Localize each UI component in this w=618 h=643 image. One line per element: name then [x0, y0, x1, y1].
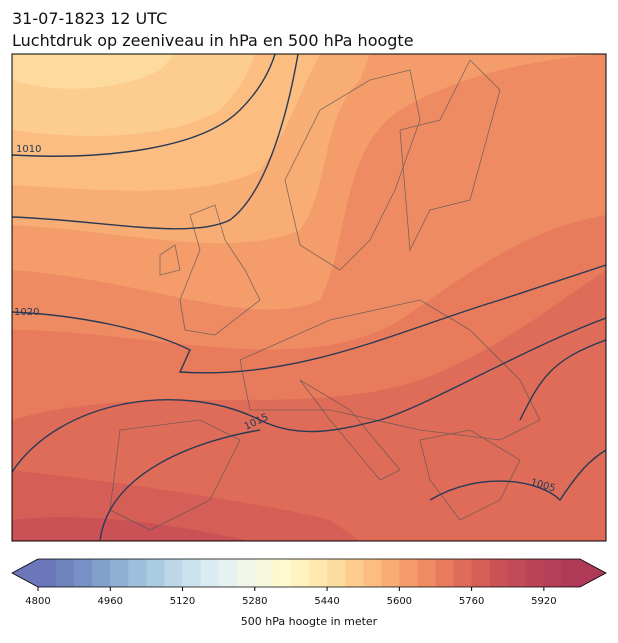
colorbar-tick-label: 5920	[531, 596, 556, 607]
colorbar-segment	[489, 559, 509, 587]
contour-label: 1010	[16, 144, 41, 155]
contour-label: 1020	[14, 307, 39, 318]
colorbar-segment	[272, 559, 292, 587]
colorbar-tick-label: 5760	[459, 596, 484, 607]
colorbar-tick-label: 5440	[314, 596, 339, 607]
colorbar-segment	[74, 559, 93, 587]
colorbar-segment	[327, 559, 346, 587]
colorbar-segment	[92, 559, 111, 587]
colorbar-segment	[110, 559, 129, 587]
colorbar-tick-label: 4800	[25, 596, 50, 607]
colorbar-segment	[309, 559, 328, 587]
colorbar-segment	[561, 559, 581, 587]
colorbar-segment	[56, 559, 75, 587]
colorbar-segment	[182, 559, 202, 587]
colorbar-label: 500 hPa hoogte in meter	[241, 615, 378, 628]
colorbar-segment	[345, 559, 364, 587]
subtitle: Luchtdruk op zeeniveau in hPa en 500 hPa…	[12, 31, 414, 50]
band	[12, 54, 175, 89]
map: 1010 1020 1015 1005	[12, 54, 606, 541]
colorbar-extend	[580, 559, 606, 587]
colorbar-segment	[38, 559, 57, 587]
colorbar-tick-label: 5280	[242, 596, 267, 607]
colorbar-segment	[128, 559, 147, 587]
title: 31-07-1823 12 UTC	[12, 9, 167, 28]
colorbar-segment	[363, 559, 382, 587]
colorbar-segment	[435, 559, 455, 587]
colorbar-segment	[164, 559, 184, 587]
colorbar-segment	[290, 559, 310, 587]
colorbar-segment	[218, 559, 238, 587]
colorbar-segment	[146, 559, 165, 587]
colorbar-segment	[525, 559, 545, 587]
colorbar-segment	[417, 559, 436, 587]
band	[12, 517, 250, 541]
colorbar-segment	[507, 559, 527, 587]
colorbar-tick-label: 5120	[170, 596, 195, 607]
colorbar-segment	[236, 559, 256, 587]
colorbar-segment	[254, 559, 274, 587]
colorbar-segment	[453, 559, 473, 587]
map-frame	[11, 53, 607, 542]
colorbar-segment	[471, 559, 491, 587]
colorbar-segment	[381, 559, 400, 587]
colorbar-extend	[12, 559, 38, 587]
colorbar-tick-label: 4960	[98, 596, 123, 607]
colorbar-segment	[543, 559, 563, 587]
colorbar-tick-label: 5600	[387, 596, 412, 607]
colorbar: 4800 4960 5120 5280 5440 5600 5760 5920	[11, 558, 607, 607]
colorbar-segment	[200, 559, 220, 587]
colorbar-outline	[11, 558, 607, 588]
isobars	[12, 54, 606, 541]
colorbar-segment	[399, 559, 418, 587]
